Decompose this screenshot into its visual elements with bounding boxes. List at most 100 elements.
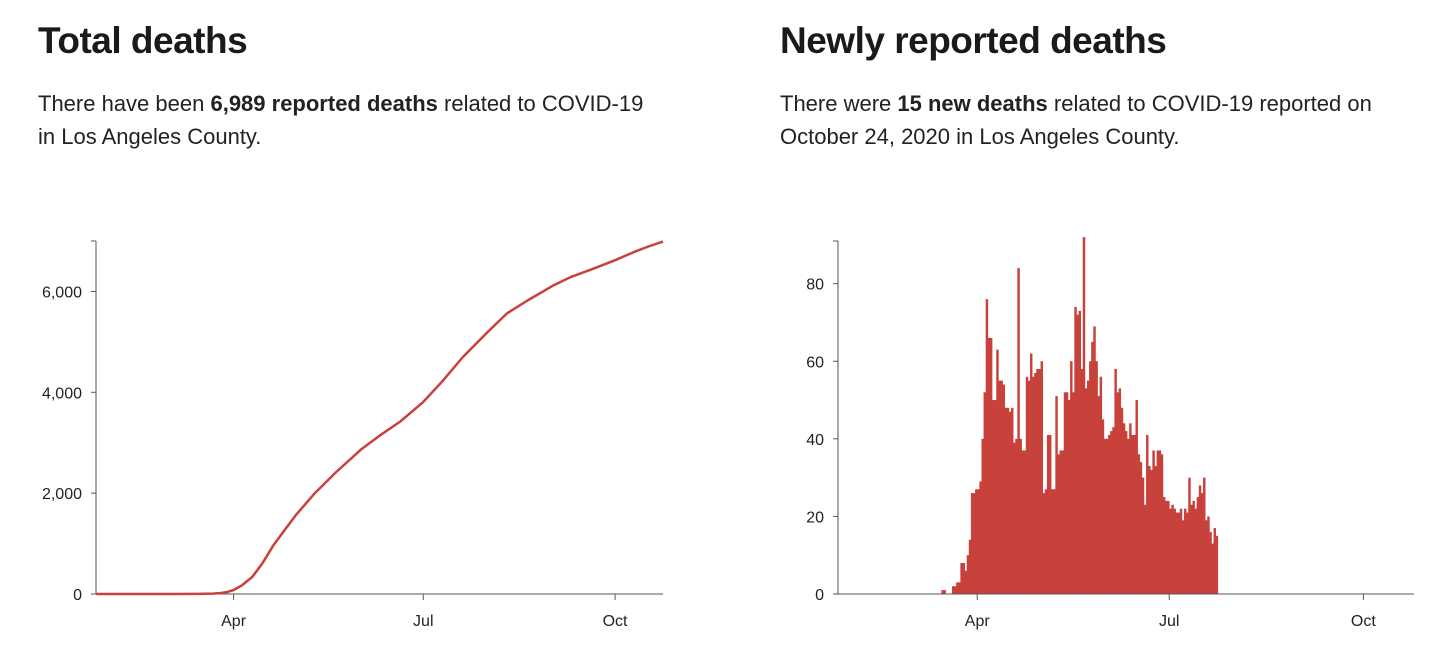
new-deaths-bar xyxy=(1078,310,1081,594)
new-deaths-bar xyxy=(1013,442,1016,594)
new-deaths-bar xyxy=(1150,469,1153,594)
total-y-tick-label: 2,000 xyxy=(42,486,82,503)
total-x-tick-label: Apr xyxy=(221,613,247,630)
total-y-tick-label: 0 xyxy=(73,587,82,604)
new-deaths-bar xyxy=(989,337,993,594)
new-deaths-bar xyxy=(1097,396,1100,594)
new-deaths-bar xyxy=(975,489,978,594)
new-deaths-bar xyxy=(1044,489,1048,594)
new-deaths-bar xyxy=(1011,407,1014,594)
total-deaths-desc-bold: 6,989 reported deaths xyxy=(210,91,438,116)
new-deaths-bar xyxy=(1114,369,1117,594)
new-deaths-desc-pre: There were xyxy=(780,91,898,116)
new-deaths-desc-bold: 15 new deaths xyxy=(897,91,1048,116)
new-deaths-chart: 0 20 40 60 80 Apr Jul Oct xyxy=(806,237,1414,630)
new-deaths-bar xyxy=(1053,489,1056,594)
new-deaths-bar xyxy=(1139,462,1143,594)
total-deaths-title: Total deaths xyxy=(38,20,248,61)
new-deaths-bar xyxy=(1179,508,1183,594)
new-deaths-bar xyxy=(1209,531,1212,594)
new-deaths-bar xyxy=(1184,508,1187,594)
new-y-tick-label: 60 xyxy=(806,354,824,371)
new-deaths-bar xyxy=(994,400,997,594)
new-deaths-bar xyxy=(998,380,1001,594)
new-deaths-bar xyxy=(1215,535,1219,594)
new-deaths-bar xyxy=(1118,388,1122,594)
new-deaths-bar xyxy=(1120,407,1124,594)
new-deaths-bar xyxy=(1055,396,1058,594)
new-deaths-bar xyxy=(1021,450,1025,594)
new-deaths-bar xyxy=(1205,520,1208,594)
new-deaths-bar xyxy=(1146,434,1149,594)
new-deaths-bar xyxy=(1006,407,1010,594)
new-deaths-bar xyxy=(1082,237,1086,594)
new-deaths-bar xyxy=(1188,477,1191,594)
new-deaths-bar xyxy=(970,493,974,594)
total-x-tick-label: Jul xyxy=(413,613,433,630)
new-deaths-bar xyxy=(977,489,980,594)
new-deaths-bar xyxy=(1108,434,1111,594)
new-deaths-bar xyxy=(1061,450,1065,594)
new-deaths-bar xyxy=(1101,419,1105,594)
new-deaths-bar xyxy=(1167,500,1170,594)
new-deaths-bar xyxy=(1051,489,1054,594)
new-deaths-bar xyxy=(1156,450,1160,594)
new-deaths-bar xyxy=(1112,427,1115,594)
new-deaths-bar xyxy=(966,555,970,594)
new-y-tick-label: 80 xyxy=(806,277,824,294)
new-deaths-bar xyxy=(1000,380,1003,594)
total-deaths-description: There have been 6,989 reported deaths re… xyxy=(38,87,658,153)
new-deaths-bar xyxy=(1141,477,1145,594)
new-deaths-bar xyxy=(1129,423,1132,594)
total-deaths-line xyxy=(96,240,664,596)
new-deaths-bar xyxy=(1177,512,1181,594)
new-deaths-bar xyxy=(1091,341,1094,594)
new-deaths-bar xyxy=(1002,384,1006,594)
new-deaths-bar xyxy=(1080,369,1084,594)
new-deaths-bar xyxy=(1008,411,1012,594)
new-deaths-title: Newly reported deaths xyxy=(780,20,1167,61)
new-deaths-bar xyxy=(1084,388,1088,594)
new-deaths-bar xyxy=(954,586,957,594)
new-deaths-bar xyxy=(1162,497,1166,594)
new-deaths-description: There were 15 new deaths related to COVI… xyxy=(780,87,1440,153)
new-deaths-bar xyxy=(981,438,984,594)
new-deaths-bar xyxy=(985,299,989,594)
new-x-tick-label: Apr xyxy=(965,613,991,630)
new-deaths-bar xyxy=(1032,376,1035,594)
new-deaths-bar xyxy=(1046,434,1050,594)
new-deaths-bar xyxy=(1036,369,1039,594)
new-deaths-bar xyxy=(1122,423,1126,594)
new-deaths-bar xyxy=(1152,450,1155,594)
new-deaths-bar xyxy=(1154,465,1157,594)
new-deaths-bar xyxy=(943,590,946,594)
new-deaths-bar xyxy=(1089,361,1092,594)
new-deaths-bar xyxy=(1103,438,1107,594)
new-deaths-bar xyxy=(1200,493,1204,594)
new-deaths-bar xyxy=(1034,372,1037,594)
new-deaths-bar xyxy=(1048,434,1052,594)
new-deaths-bar xyxy=(1023,450,1027,594)
new-deaths-bar xyxy=(1127,438,1130,594)
new-deaths-bar xyxy=(979,481,982,594)
new-deaths-bar xyxy=(964,570,968,594)
new-deaths-bar xyxy=(1181,520,1185,594)
new-deaths-bar xyxy=(1070,361,1073,594)
new-deaths-bar xyxy=(973,493,976,594)
new-deaths-bar xyxy=(1124,431,1128,594)
new-deaths-bar xyxy=(1038,369,1041,594)
new-deaths-bar xyxy=(1110,431,1113,594)
new-deaths-bar xyxy=(1057,454,1060,594)
new-deaths-bar xyxy=(1072,392,1075,594)
total-y-tick-label: 6,000 xyxy=(42,284,82,301)
new-deaths-bar xyxy=(1019,438,1022,594)
total-x-tick-label: Oct xyxy=(603,613,628,630)
new-deaths-bar xyxy=(1059,450,1062,594)
new-deaths-bar xyxy=(1175,512,1179,594)
new-deaths-bar xyxy=(1194,508,1198,594)
new-deaths-bar xyxy=(1015,438,1018,594)
new-deaths-bar xyxy=(960,562,963,594)
new-deaths-bar xyxy=(1171,504,1174,594)
new-deaths-bar xyxy=(1131,434,1134,594)
new-deaths-bar xyxy=(1093,326,1096,594)
